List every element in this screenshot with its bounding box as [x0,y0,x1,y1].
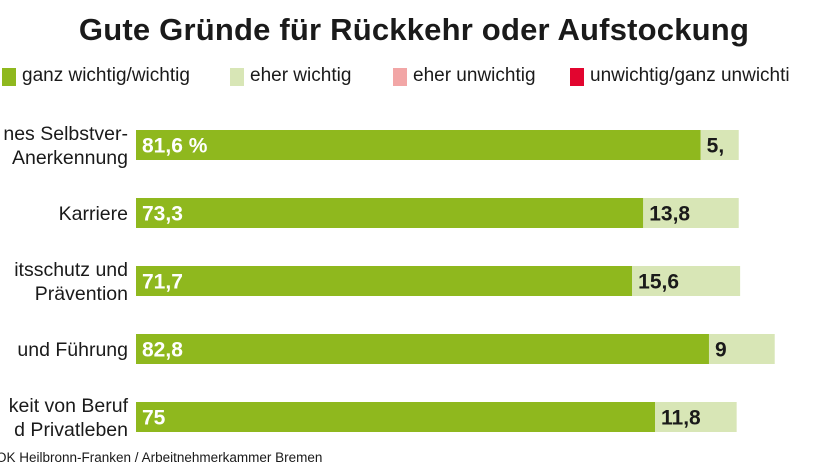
bar-ganz-wichtig-0 [136,130,701,160]
data-label-ganz-wichtig-0: 81,6 % [142,135,208,158]
category-label-1-0: Karriere [59,203,128,225]
chart-title: Gute Gründe für Rückkehr oder Aufstockun… [78,12,750,47]
data-label-ganz-wichtig-1: 73,3 [142,203,183,226]
legend-swatch-unwichtig [570,68,584,86]
bar-eher-wichtig-2 [632,266,741,296]
data-label-eher-wichtig-3: 9 [715,339,727,362]
legend-swatch-ganz-wichtig [2,68,16,86]
category-label-0-1: Anerkennung [12,147,128,169]
category-label-4-0: keit von Beruf [9,395,129,417]
category-label-2-0: itsschutz und [14,259,128,281]
data-label-ganz-wichtig-2: 71,7 [142,271,183,294]
bar-ganz-wichtig-2 [136,266,633,296]
legend-label: ganz wichtig/wichtig [22,65,190,86]
legend-label: eher unwichtig [413,65,536,86]
bar-ganz-wichtig-4 [136,402,655,432]
legend-swatch-eher-wichtig [230,68,244,86]
data-label-eher-wichtig-0: 5, [707,135,725,158]
bar-eher-wichtig-3 [708,334,775,364]
data-label-eher-wichtig-2: 15,6 [638,271,679,294]
data-label-ganz-wichtig-4: 75 [142,407,166,430]
category-label-3-0: und Führung [17,339,128,361]
source-note: OK Heilbronn-Franken / Arbeitnehmerkamme… [0,450,323,465]
data-label-eher-wichtig-4: 11,8 [661,407,701,430]
data-label-eher-wichtig-1: 13,8 [649,203,690,226]
category-label-0-0: nes Selbstver- [3,123,128,145]
category-label-4-1: d Privatleben [14,419,128,441]
legend-label: unwichtig/ganz unwichti [590,65,790,86]
data-label-ganz-wichtig-3: 82,8 [142,339,183,362]
legend: ganz wichtig/wichtig eher wichtig eher u… [0,64,828,92]
bar-eher-wichtig-1 [643,198,739,228]
category-label-2-1: Prävention [35,283,128,305]
bar-eher-wichtig-0 [700,130,739,160]
bar-ganz-wichtig-1 [136,198,644,228]
bar-eher-wichtig-4 [655,402,737,432]
legend-label: eher wichtig [250,65,352,86]
bar-ganz-wichtig-3 [136,334,709,364]
legend-swatch-eher-unwichtig [393,68,407,86]
